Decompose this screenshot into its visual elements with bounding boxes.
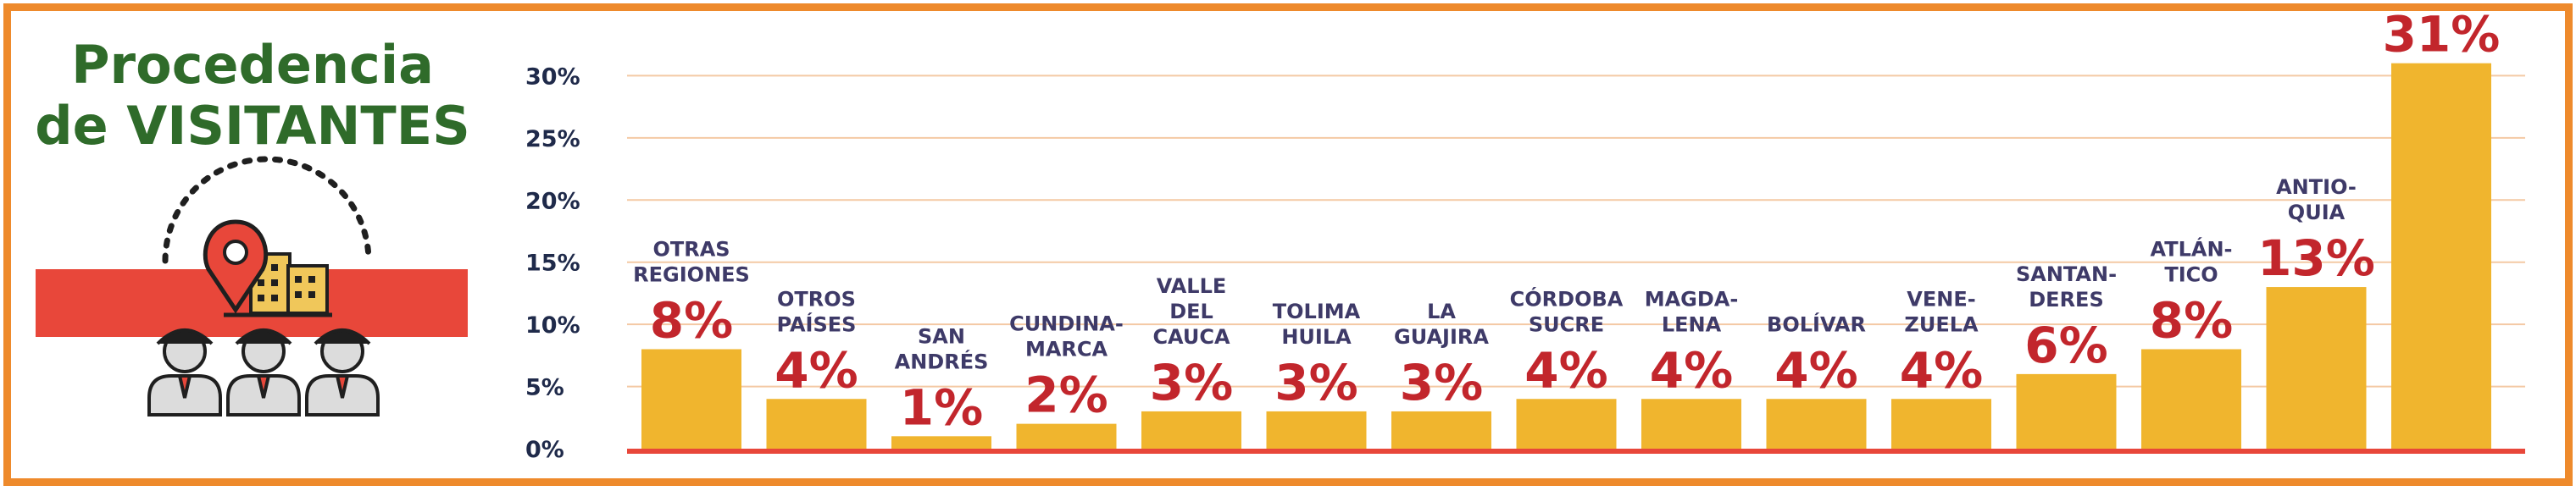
bar — [2016, 373, 2117, 449]
title-line-2: de VISITANTES — [35, 95, 470, 157]
value-label: 3% — [1150, 354, 1233, 411]
bar — [1641, 399, 1741, 449]
category-label: CUNDINA- — [1009, 312, 1124, 336]
category-label: HUILA — [1281, 325, 1352, 349]
category-label: VALLE — [1157, 274, 1227, 298]
bar — [2266, 287, 2367, 449]
value-label: 4% — [1524, 341, 1607, 399]
y-tick-label: 25% — [525, 126, 580, 152]
category-label: OTRAS — [652, 238, 730, 262]
category-label: VENE- — [1907, 287, 1975, 311]
title-line-1: Procedencia — [71, 34, 434, 96]
value-label: 3% — [1400, 354, 1483, 411]
value-label: 4% — [1650, 341, 1733, 399]
value-label: 4% — [774, 341, 858, 399]
category-label: LA — [1427, 300, 1456, 323]
y-tick-label: 10% — [525, 312, 580, 339]
value-label: 13% — [2257, 229, 2375, 287]
category-label: MAGDA- — [1645, 287, 1739, 311]
value-label: 8% — [650, 292, 733, 350]
bar — [766, 399, 867, 449]
bar — [891, 436, 991, 449]
category-label: SANTAN- — [2016, 262, 2117, 286]
value-label: 6% — [2024, 317, 2107, 374]
category-label: PAÍSES — [777, 312, 857, 336]
category-label: QUIA — [2288, 201, 2346, 224]
value-label: 1% — [900, 378, 983, 436]
value-label: 4% — [1900, 341, 1983, 399]
bar — [1766, 399, 1867, 449]
y-tick-label: 15% — [525, 251, 580, 277]
bar — [2391, 63, 2491, 449]
category-label: TOLIMA — [1273, 300, 1361, 323]
bar — [641, 349, 741, 449]
category-label: DEL — [1169, 300, 1213, 323]
infographic-frame — [3, 3, 2573, 486]
value-label: 4% — [1774, 341, 1857, 399]
category-label: ATLÁN- — [2151, 237, 2233, 262]
category-label: LENA — [1662, 312, 1722, 336]
category-label: CÓRDOBA — [1510, 285, 1624, 311]
value-label: 2% — [1024, 367, 1108, 424]
bar — [2141, 349, 2241, 449]
value-label: 8% — [2150, 292, 2233, 350]
y-tick-label: 5% — [525, 375, 564, 401]
category-label: ANTIO- — [2276, 175, 2357, 199]
category-label: TICO — [2164, 263, 2218, 287]
y-tick-label: 20% — [525, 188, 580, 214]
value-label: 3% — [1274, 354, 1357, 411]
bar — [1141, 411, 1241, 449]
category-label: CAUCA — [1152, 325, 1230, 349]
category-label: BOLÍVAR — [1767, 312, 1866, 336]
category-label: ZUELA — [1904, 312, 1979, 336]
category-label: DERES — [2029, 288, 2103, 312]
value-label: 31% — [2383, 6, 2501, 63]
y-tick-label: 0% — [525, 437, 564, 463]
category-label: GUAJIRA — [1394, 325, 1489, 349]
bar — [1016, 423, 1117, 449]
category-label: ANDRÉS — [895, 349, 989, 373]
category-label: OTROS — [777, 287, 856, 311]
y-tick-label: 30% — [525, 63, 580, 90]
category-label: MARCA — [1025, 338, 1108, 361]
bar — [1266, 411, 1367, 449]
location-city-visitors-icon — [147, 156, 380, 417]
category-label: SAN — [918, 324, 965, 348]
bar — [1891, 399, 1991, 449]
bar — [1516, 399, 1617, 449]
category-label: SUCRE — [1529, 312, 1604, 336]
category-label: REGIONES — [633, 263, 750, 287]
bar — [1391, 411, 1491, 449]
category-label: BOGOTÁ — [2394, 0, 2489, 1]
